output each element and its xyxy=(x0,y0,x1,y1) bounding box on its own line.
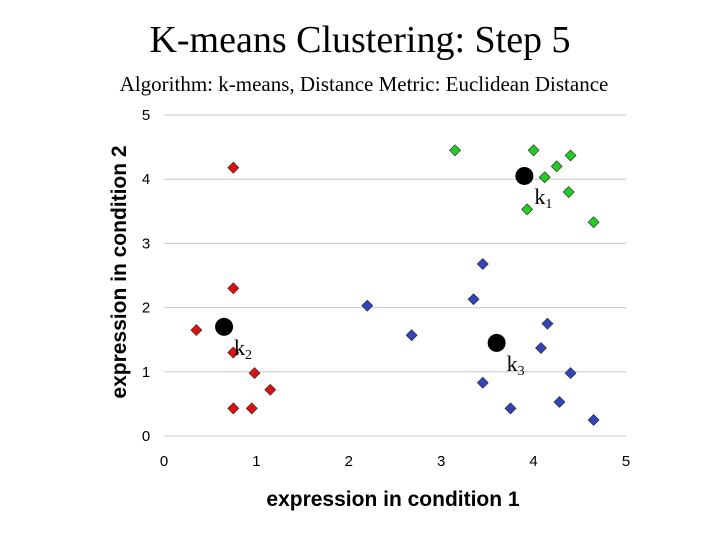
y-axis-label: expression in condition 2 xyxy=(108,145,131,398)
data-point xyxy=(227,346,240,359)
x-tick-label: 2 xyxy=(345,453,353,470)
centroid-marker xyxy=(215,317,234,336)
subtitle: Algorithm: k-means, Distance Metric: Euc… xyxy=(119,72,609,96)
data-point xyxy=(587,216,600,229)
data-point xyxy=(504,402,517,415)
data-point xyxy=(476,376,489,389)
x-tick-label: 0 xyxy=(160,453,168,470)
centroid-marker xyxy=(487,333,506,352)
x-axis-label: expression in condition 1 xyxy=(266,488,520,511)
data-point xyxy=(227,282,240,295)
centroids: k1 k2 k3 xyxy=(215,166,552,379)
y-tick-label: 5 xyxy=(142,107,150,124)
data-point xyxy=(550,160,563,173)
data-point xyxy=(227,161,240,174)
data-point xyxy=(521,203,534,216)
data-point xyxy=(405,329,418,342)
slide-title: K-means Clustering: Step 5 xyxy=(149,19,571,61)
data-point xyxy=(564,367,577,380)
data-point xyxy=(361,299,374,312)
data-point xyxy=(190,324,203,336)
data-point xyxy=(227,402,240,415)
x-tick-label: 1 xyxy=(252,453,260,470)
data-point xyxy=(527,144,540,157)
data-point xyxy=(476,258,489,270)
data-point xyxy=(553,396,566,408)
y-tick-label: 1 xyxy=(142,364,150,381)
data-point xyxy=(587,414,600,426)
data-point xyxy=(245,402,258,415)
data-point xyxy=(538,171,551,184)
data-point xyxy=(467,293,480,306)
data-point xyxy=(541,317,554,330)
data-point xyxy=(564,149,577,162)
x-tick-labels: 0 1 2 3 4 5 xyxy=(160,453,630,470)
data-point xyxy=(535,342,547,354)
centroid-label: k3 xyxy=(507,351,525,379)
y-tick-label: 2 xyxy=(142,300,150,317)
data-point xyxy=(562,186,575,198)
y-tick-labels: 0 1 2 3 4 5 xyxy=(142,107,150,445)
x-tick-label: 5 xyxy=(622,453,630,470)
data-points xyxy=(190,144,600,426)
y-tick-label: 4 xyxy=(142,171,150,188)
centroid-label: k2 xyxy=(234,335,252,363)
data-point xyxy=(264,383,277,396)
centroid-label: k1 xyxy=(534,184,552,212)
x-tick-label: 3 xyxy=(437,453,445,470)
y-tick-label: 3 xyxy=(142,235,150,252)
grid-lines xyxy=(164,114,626,437)
y-tick-label: 0 xyxy=(142,428,150,445)
data-point xyxy=(248,367,261,380)
centroid-marker xyxy=(515,166,534,185)
data-point xyxy=(449,144,461,157)
x-tick-label: 4 xyxy=(529,453,537,470)
